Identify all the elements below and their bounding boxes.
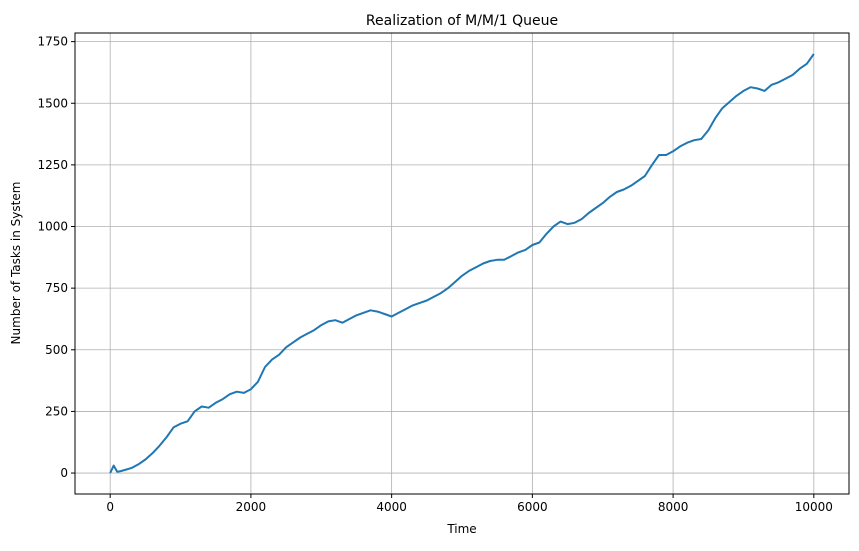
x-tick-label: 2000 — [236, 500, 267, 514]
series-layer — [109, 53, 815, 474]
y-tick-label: 0 — [60, 466, 68, 480]
x-tick-label: 0 — [106, 500, 114, 514]
chart-title: Realization of M/M/1 Queue — [366, 13, 558, 29]
y-tick-label: 750 — [45, 281, 68, 295]
y-tick-label: 1500 — [37, 96, 68, 110]
grid — [75, 33, 849, 494]
series-line — [109, 53, 815, 474]
x-tick-label: 6000 — [517, 500, 548, 514]
y-tick-label: 1250 — [37, 158, 68, 172]
x-tick-label: 4000 — [376, 500, 407, 514]
y-tick-label: 500 — [45, 343, 68, 357]
x-axis-ticks: 0 2000 4000 6000 8000 10000 — [106, 494, 833, 514]
x-tick-label: 8000 — [658, 500, 689, 514]
x-axis-label: Time — [446, 522, 476, 536]
y-axis-ticks: 0 250 500 750 1000 1250 1500 1750 — [37, 35, 75, 480]
x-tick-label: 10000 — [795, 500, 833, 514]
y-axis-label: Number of Tasks in System — [9, 182, 23, 345]
y-tick-label: 1750 — [37, 35, 68, 49]
y-tick-label: 250 — [45, 404, 68, 418]
plot-frame — [74, 32, 850, 495]
y-tick-label: 1000 — [37, 220, 68, 234]
